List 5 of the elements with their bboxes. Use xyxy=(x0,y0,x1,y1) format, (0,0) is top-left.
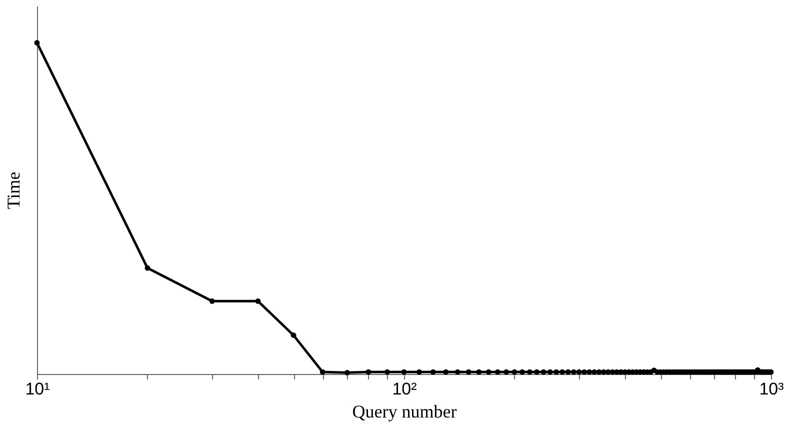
x-tick-label: 10³ xyxy=(759,380,784,398)
x-tick-label: 10² xyxy=(392,380,418,398)
x-tick-label: 10¹ xyxy=(25,380,50,398)
x-axis-title: Query number xyxy=(352,402,457,422)
y-axis-title: Time xyxy=(4,172,24,210)
